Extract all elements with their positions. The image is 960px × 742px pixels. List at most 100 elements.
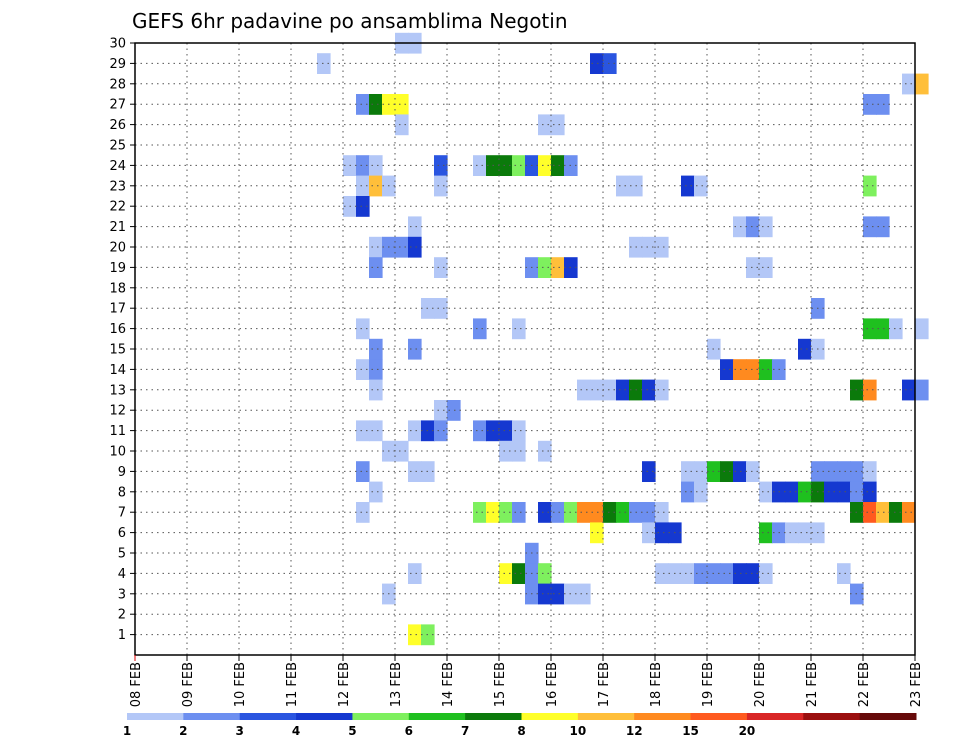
heatmap-cell [395,94,409,115]
heatmap-cell [746,216,760,238]
x-tick-label: 16 FEB [545,662,560,707]
heatmap-cell [577,379,591,401]
colorbar-label: 20 [739,724,756,738]
heatmap-cells [317,32,929,646]
heatmap-cell [681,175,695,197]
heatmap-cell [642,502,656,523]
y-tick-label: 4 [118,567,126,582]
heatmap-cell [408,624,422,646]
heatmap-cell [369,155,383,176]
y-tick-label: 7 [118,506,126,521]
y-tick-label: 30 [109,37,126,52]
heatmap-cell [616,379,630,401]
x-tick-label: 17 FEB [597,662,612,707]
heatmap-cell [356,175,370,197]
colorbar-segment [577,713,635,720]
heatmap-cell [759,257,773,278]
x-tick-label: 19 FEB [701,662,716,707]
y-tick-label: 23 [109,179,126,194]
y-tick-label: 20 [109,241,126,256]
heatmap-cell [863,318,877,340]
y-tick-label: 2 [118,608,126,623]
heatmap-cell [551,257,565,278]
x-tick-label: 11 FEB [285,662,300,707]
heatmap-cell [603,53,617,74]
heatmap-cell [395,114,409,136]
heatmap-cell [551,155,565,176]
heatmap-cell [824,481,838,503]
heatmap-cell [577,583,591,605]
heatmap-cell [473,420,487,442]
heatmap-cell [681,481,695,503]
heatmap-cell [746,461,760,482]
heatmap-cell [434,175,448,197]
y-axis-ticks: 1234567891011121314151617181920212223242… [109,37,135,643]
heatmap-cell [590,522,604,544]
heatmap-cell [694,563,708,584]
heatmap-cell [759,563,773,584]
heatmap-cell [759,481,773,503]
heatmap-cell [915,73,929,95]
y-tick-label: 14 [109,363,126,378]
heatmap-cell [590,53,604,74]
heatmap-cell [499,420,513,442]
heatmap-cell [616,175,630,197]
heatmap-cell [473,318,487,340]
heatmap-cell [356,359,370,380]
heatmap-cell [356,502,370,523]
y-tick-label: 6 [118,526,126,541]
heatmap-cell [512,155,526,176]
heatmap-cell [681,563,695,584]
heatmap-cell [369,175,383,197]
grid-lines [135,43,915,655]
heatmap-cell [746,359,760,380]
heatmap-cell [538,114,552,136]
heatmap-cell [369,420,383,442]
colorbar-label: 1 [123,724,131,738]
colorbar-segment [465,713,522,720]
colorbar-segment [352,713,410,720]
heatmap-cell [395,440,409,462]
heatmap-cell [369,94,383,115]
heatmap-cell [512,420,526,442]
y-tick-label: 15 [109,343,126,358]
heatmap-cell [356,94,370,115]
heatmap-cell [902,379,916,401]
y-tick-label: 16 [109,322,126,337]
heatmap-cell [681,461,695,482]
heatmap-cell [408,461,422,482]
x-tick-label: 08 FEB [129,662,144,707]
y-tick-label: 21 [109,220,126,235]
heatmap-cell [447,400,461,421]
heatmap-cell [642,379,656,401]
heatmap-cell [720,359,734,380]
colorbar-segment [634,713,692,720]
heatmap-cell [915,318,929,340]
x-tick-label: 14 FEB [441,662,456,707]
heatmap-cell [512,440,526,462]
heatmap-cell [369,236,383,258]
heatmap-cell [408,216,422,238]
heatmap-cell [798,522,812,544]
x-tick-label: 23 FEB [909,662,924,707]
heatmap-cell [655,522,669,544]
heatmap-cell [863,216,877,238]
heatmap-cell [837,461,851,482]
x-tick-label: 20 FEB [753,662,768,707]
heatmap-cell [408,420,422,442]
heatmap-cell [720,461,734,482]
heatmap-cell [499,563,513,584]
y-tick-label: 28 [109,77,126,92]
x-tick-label: 22 FEB [857,662,872,707]
heatmap-cell [863,175,877,197]
y-tick-label: 12 [109,404,126,419]
y-tick-label: 9 [118,465,126,480]
heatmap-cell [733,461,747,482]
heatmap-cell [642,461,656,482]
heatmap-cell [538,257,552,278]
y-tick-label: 25 [109,139,126,154]
heatmap-cell [863,461,877,482]
y-tick-label: 29 [109,57,126,72]
heatmap-cell [369,257,383,278]
